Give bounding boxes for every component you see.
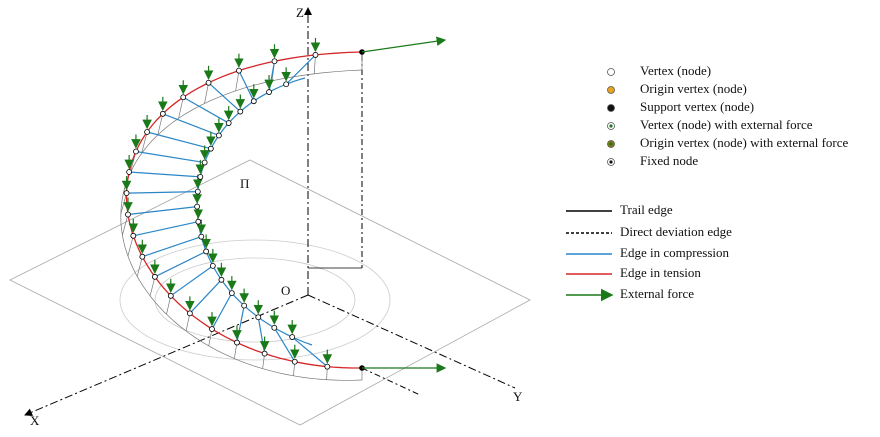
vertex: [181, 95, 186, 100]
vertex: [126, 212, 131, 217]
vertex: [251, 99, 256, 104]
compression-edge: [128, 207, 197, 215]
vertex: [145, 129, 150, 134]
vertex: [216, 133, 221, 138]
compression-edge: [133, 222, 198, 236]
compression-edge: [237, 306, 244, 343]
deck-edge: [121, 70, 362, 380]
legend-marker: [609, 124, 612, 127]
vertex: [140, 254, 145, 259]
vertex: [234, 340, 239, 345]
vertex: [267, 90, 272, 95]
vertex: [209, 327, 214, 332]
compression-edge: [258, 317, 264, 353]
vertex: [208, 146, 213, 151]
plane: [10, 160, 530, 425]
vertex: [313, 52, 318, 57]
compression-edge: [127, 192, 198, 193]
vertex: [204, 249, 209, 254]
legend-label: Edge in tension: [620, 265, 701, 280]
compression-edge: [183, 97, 228, 123]
compression-edge: [190, 280, 222, 314]
ground-shadow: [155, 258, 355, 342]
compression-edge: [129, 172, 200, 177]
vertex: [272, 325, 277, 330]
vertex: [152, 274, 157, 279]
vertex: [196, 219, 201, 224]
axis-label: Z: [296, 5, 304, 20]
axis-label: Y: [513, 389, 523, 404]
legend-marker: [609, 142, 612, 145]
legend: Vertex (node) Origin vertex (node) Support…: [566, 63, 849, 301]
compression-edge: [197, 78, 312, 345]
compression-edge: [212, 293, 232, 329]
legend-label: Edge in compression: [620, 245, 730, 260]
structure: Z X Y O Π: [10, 5, 530, 428]
vertex: [272, 59, 277, 64]
y-axis: [308, 295, 515, 388]
vertex: [206, 80, 211, 85]
vertex: [242, 303, 247, 308]
legend-label: Trail edge: [620, 202, 673, 217]
deck-edge: [205, 83, 209, 104]
vertex: [195, 189, 200, 194]
legend-marker: [608, 87, 615, 94]
legend-label: Origin vertex (node) with external force: [640, 135, 849, 150]
vertex: [325, 364, 330, 369]
legend-marker: [608, 105, 615, 112]
compression-edge: [209, 83, 241, 112]
axis-label: X: [30, 413, 40, 428]
legend-marker: [609, 160, 612, 163]
vertex: [262, 351, 267, 356]
compression-edge: [147, 132, 211, 149]
vertex: [210, 263, 215, 268]
vertex: [195, 204, 200, 209]
vertex: [238, 109, 243, 114]
legend-label: Vertex (node) with external force: [640, 117, 813, 132]
vertex: [256, 315, 261, 320]
vertex: [131, 233, 136, 238]
vertex: [199, 234, 204, 239]
legend-label: External force: [620, 286, 694, 301]
vertex: [160, 111, 165, 116]
deck-edge: [122, 215, 128, 236]
deck-edge: [236, 71, 239, 91]
vertex: [229, 291, 234, 296]
legend-label: Vertex (node): [640, 63, 711, 78]
vertex: [236, 68, 241, 73]
compression-edge: [269, 61, 274, 92]
deck-edge: [150, 277, 155, 296]
plane-label: Π: [240, 176, 249, 191]
vertex: [127, 169, 132, 174]
legend-label: Fixed node: [640, 153, 698, 168]
compression-edge: [171, 266, 213, 296]
vertex: [219, 277, 224, 282]
origin-label: O: [281, 283, 290, 298]
vertex: [187, 311, 192, 316]
support-projection: [362, 368, 420, 395]
compression-edge: [136, 152, 205, 163]
diagram: Z X Y O Π Vertex (node) Origin vertex (no…: [0, 0, 880, 437]
vertex: [124, 191, 129, 196]
compression-edge: [155, 251, 206, 276]
vertex: [292, 359, 297, 364]
vertex: [290, 335, 295, 340]
deck-edge: [137, 257, 142, 277]
vertex: [226, 121, 231, 126]
vertex: [284, 82, 289, 87]
vertex: [198, 174, 203, 179]
legend-label: Support vertex (node): [640, 99, 754, 114]
legend-label: Direct deviation edge: [620, 224, 732, 239]
vertex: [133, 149, 138, 154]
reaction-force: [362, 40, 445, 52]
legend-marker: [608, 69, 615, 76]
vertex: [168, 293, 173, 298]
tension-edge: [127, 52, 363, 368]
vertex: [202, 160, 207, 165]
deck-edge: [128, 236, 133, 256]
legend-label: Origin vertex (node): [640, 81, 747, 96]
